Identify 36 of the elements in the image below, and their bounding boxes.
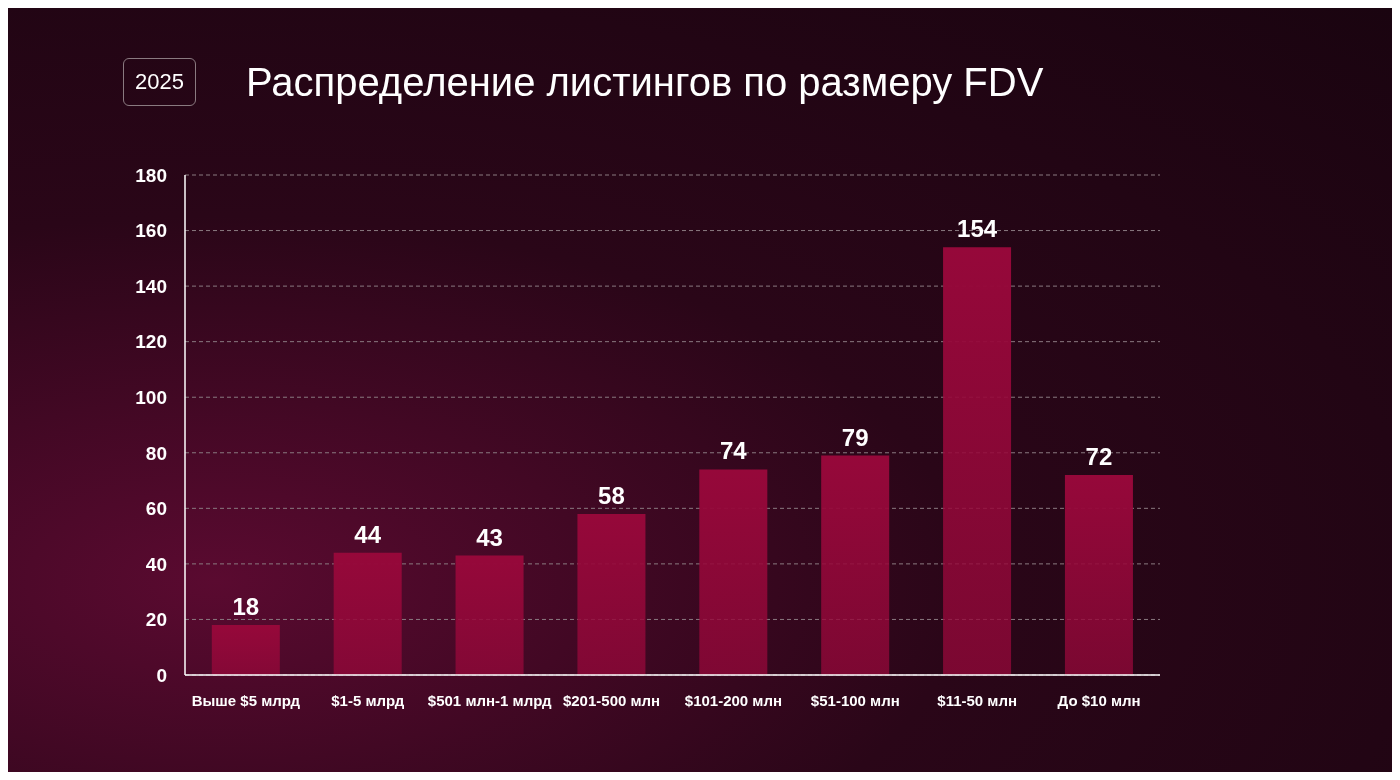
bar xyxy=(1064,475,1133,675)
y-tick-label: 140 xyxy=(135,275,167,297)
bar xyxy=(333,552,402,675)
y-tick-label: 160 xyxy=(135,220,167,242)
y-tick-label: 180 xyxy=(135,164,167,186)
y-tick-label: 100 xyxy=(135,386,167,408)
data-label: 72 xyxy=(1085,443,1113,470)
bar xyxy=(211,625,280,675)
data-label: 43 xyxy=(476,523,503,551)
x-tick-label: $201-500 млн xyxy=(562,691,661,709)
y-tick-label: 0 xyxy=(156,664,167,686)
bar xyxy=(577,513,646,675)
x-tick-label: Выше $5 млрд xyxy=(191,691,301,709)
x-tick-label: $1-5 млрд xyxy=(331,691,405,709)
x-tick-label: $101-200 млн xyxy=(684,691,783,709)
data-label: 154 xyxy=(957,215,998,243)
data-label: 58 xyxy=(598,481,625,509)
x-tick-label: $11-50 млн xyxy=(937,691,1018,709)
x-tick-label: До $10 млн xyxy=(1057,691,1141,709)
data-label: 44 xyxy=(354,520,382,548)
data-label: 74 xyxy=(719,437,748,465)
data-label: 18 xyxy=(232,593,260,620)
chart-title: Распределение листингов по размеру FDV xyxy=(246,60,1044,105)
y-tick-label: 120 xyxy=(135,331,167,353)
bar xyxy=(943,247,1012,675)
y-tick-label: 60 xyxy=(145,498,167,520)
chart-subtitle: 2025 xyxy=(123,58,196,106)
y-tick-label: 40 xyxy=(145,553,167,575)
bar xyxy=(455,555,524,675)
y-tick-label: 20 xyxy=(145,609,167,631)
bar xyxy=(699,469,768,675)
y-tick-label: 80 xyxy=(145,442,167,464)
data-label: 79 xyxy=(841,423,869,451)
x-tick-label: $501 млн-1 млрд xyxy=(427,691,552,709)
bar xyxy=(821,455,890,675)
x-tick-label: $51-100 млн xyxy=(810,691,900,709)
